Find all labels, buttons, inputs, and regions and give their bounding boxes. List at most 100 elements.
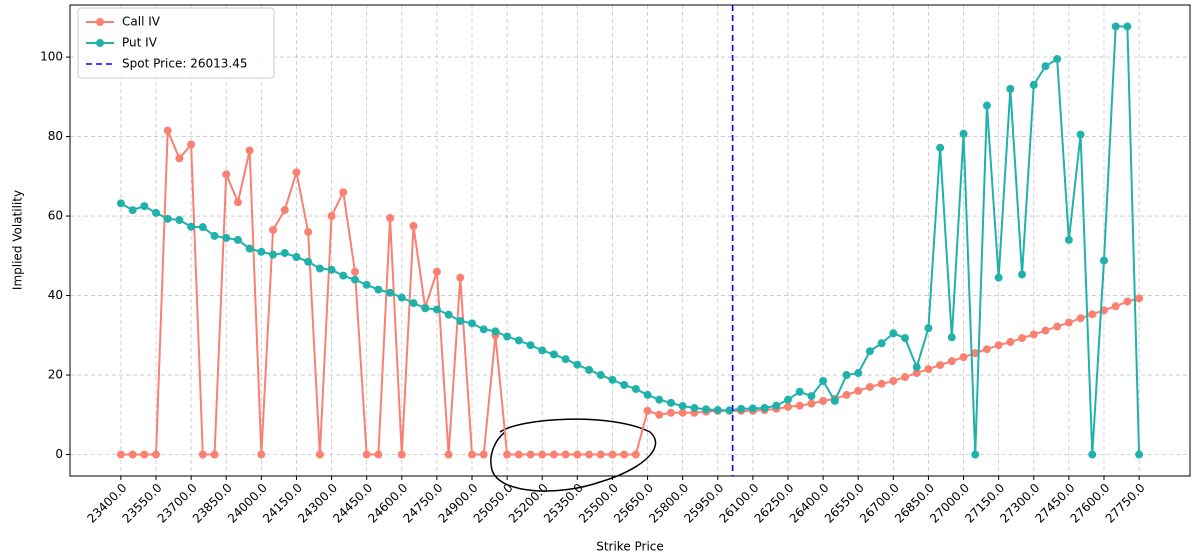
- series-point: [959, 129, 968, 138]
- series-point: [994, 273, 1003, 282]
- series-point: [432, 305, 441, 314]
- series-point: [631, 450, 640, 459]
- series-point: [596, 450, 605, 459]
- series-point: [339, 188, 348, 197]
- series-point: [514, 336, 523, 345]
- legend-box: [77, 7, 275, 79]
- series-point: [854, 369, 863, 378]
- series-point: [1123, 22, 1132, 31]
- y-tick-label: 60: [48, 209, 63, 223]
- series-point: [315, 264, 324, 273]
- x-tick-label: 27750.0: [1103, 481, 1148, 526]
- series-point: [608, 450, 617, 459]
- series-point: [748, 404, 757, 413]
- series-point: [257, 247, 266, 256]
- series-point: [549, 350, 558, 359]
- series-point: [631, 384, 640, 393]
- series-point: [269, 225, 278, 234]
- series-point: [432, 267, 441, 276]
- series-point: [1064, 235, 1073, 244]
- series-point: [128, 450, 137, 459]
- series-point: [936, 361, 945, 370]
- series-point: [116, 199, 125, 208]
- series-point: [1064, 318, 1073, 327]
- series-point: [1135, 450, 1144, 459]
- series-point: [690, 404, 699, 413]
- series-point: [1006, 338, 1015, 347]
- series-point: [315, 450, 324, 459]
- series-point: [304, 257, 313, 266]
- series-point: [1135, 294, 1144, 303]
- series-point: [421, 304, 430, 313]
- series-point: [795, 401, 804, 410]
- series-point: [198, 450, 207, 459]
- series-point: [503, 332, 512, 341]
- series-point: [678, 408, 687, 417]
- series-point: [479, 450, 488, 459]
- series-point: [397, 293, 406, 302]
- series-point: [116, 450, 125, 459]
- series-point: [1076, 314, 1085, 323]
- series-point: [374, 285, 383, 294]
- series-point: [1041, 62, 1050, 71]
- series-point: [386, 214, 395, 223]
- series-point: [783, 395, 792, 404]
- series-point: [1099, 256, 1108, 265]
- series-point: [140, 450, 149, 459]
- series-point: [643, 390, 652, 399]
- series-point: [702, 405, 711, 414]
- x-axis-label: Strike Price: [596, 540, 664, 554]
- series-point: [526, 341, 535, 350]
- y-tick-label: 0: [55, 447, 63, 461]
- series-point: [912, 369, 921, 378]
- series-point: [737, 404, 746, 413]
- series-point: [187, 140, 196, 149]
- series-point: [865, 347, 874, 356]
- series-point: [245, 244, 254, 253]
- series-point: [409, 221, 418, 230]
- series-point: [971, 450, 980, 459]
- series-point: [643, 406, 652, 415]
- series-point: [666, 408, 675, 417]
- series-point: [854, 386, 863, 395]
- series-point: [350, 275, 359, 284]
- series-point: [795, 387, 804, 396]
- series-point: [538, 346, 547, 355]
- legend-marker: [96, 39, 104, 47]
- series-point: [386, 288, 395, 297]
- series-point: [304, 227, 313, 236]
- series-point: [210, 231, 219, 240]
- series-point: [608, 375, 617, 384]
- series-point: [292, 168, 301, 177]
- series-point: [807, 399, 816, 408]
- series-point: [842, 371, 851, 380]
- series-line: [120, 130, 1140, 456]
- y-tick-label: 40: [48, 288, 63, 302]
- series-point: [128, 206, 137, 215]
- hand-drawn-annotation: [490, 418, 657, 492]
- series-point: [1088, 310, 1097, 319]
- series-point: [175, 216, 184, 225]
- series-point: [1041, 326, 1050, 335]
- series-point: [1088, 450, 1097, 459]
- y-axis-label: Implied Volatility: [11, 190, 25, 290]
- series-point: [561, 355, 570, 364]
- grid-layer: [70, 5, 1190, 476]
- series-point: [783, 402, 792, 411]
- series-point: [409, 299, 418, 308]
- series-point: [772, 401, 781, 410]
- series-point: [1111, 22, 1120, 31]
- series-point: [514, 450, 523, 459]
- series-point: [877, 339, 886, 348]
- series-point: [830, 396, 839, 405]
- series-point: [924, 324, 933, 333]
- series-point: [280, 249, 289, 258]
- series-point: [1053, 322, 1062, 331]
- series-point: [245, 146, 254, 155]
- series-point: [1076, 130, 1085, 139]
- series-point: [327, 212, 336, 221]
- series-point: [901, 334, 910, 343]
- series-point: [1111, 302, 1120, 311]
- series-point: [807, 392, 816, 401]
